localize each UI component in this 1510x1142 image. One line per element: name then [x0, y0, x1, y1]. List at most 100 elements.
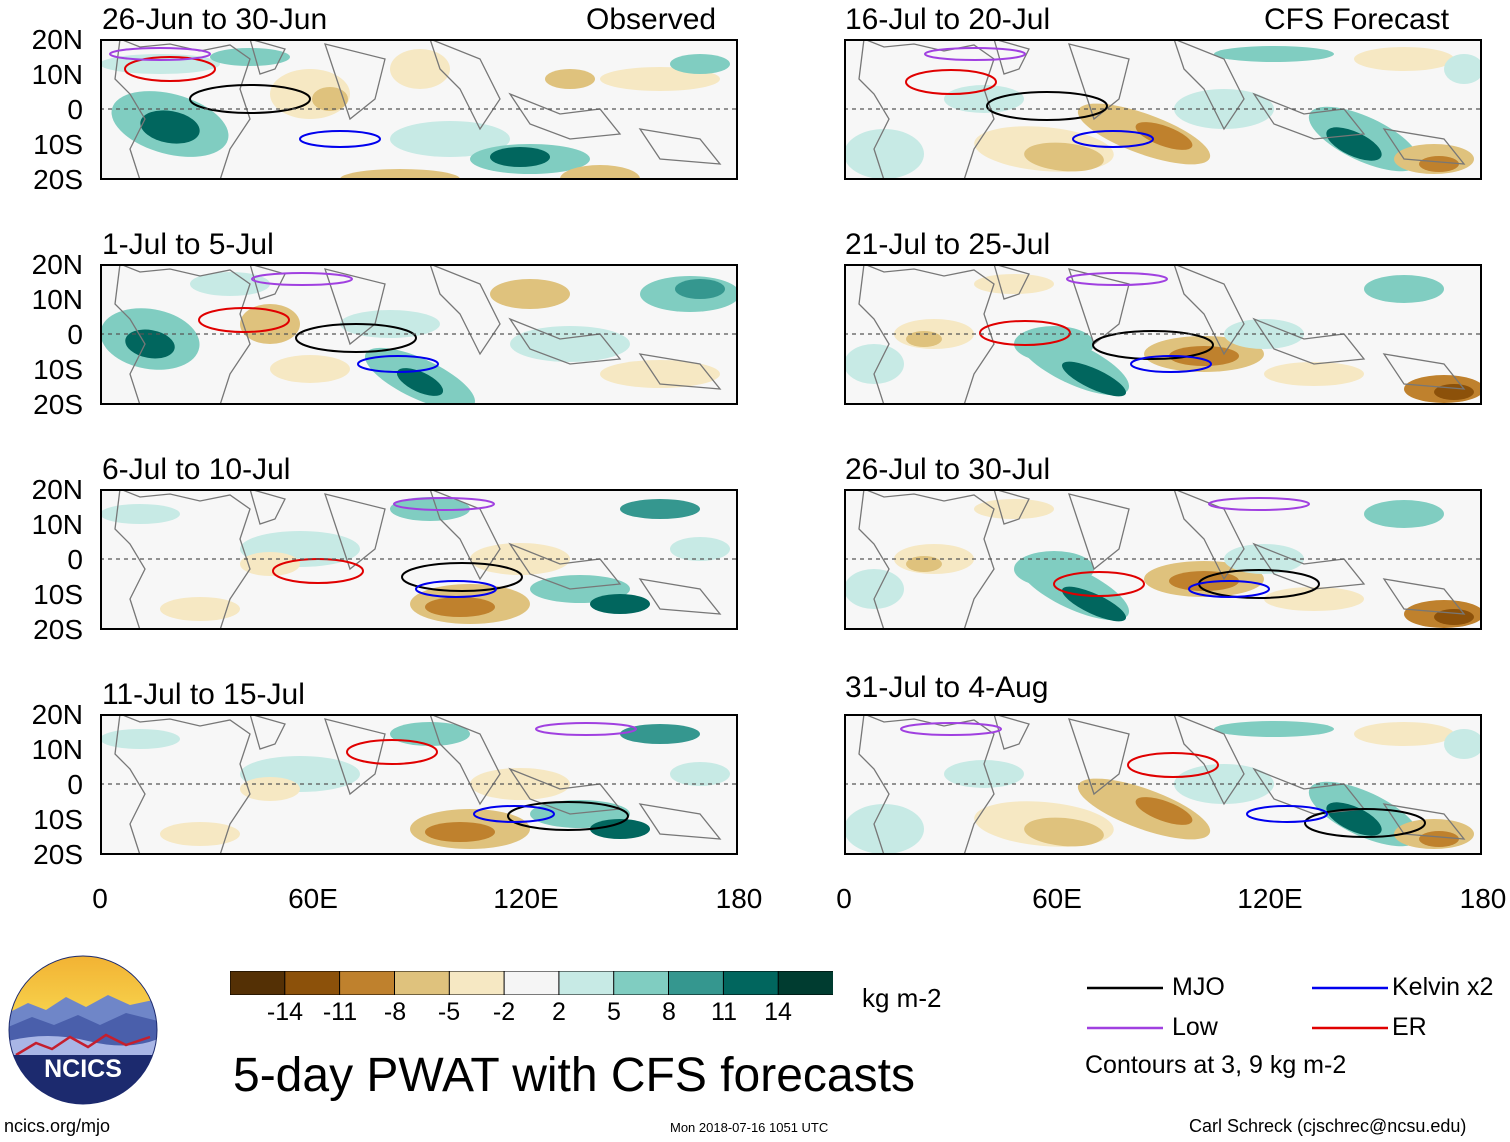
- pwat-anomaly-area: [670, 537, 730, 561]
- y-label: 10N: [31, 59, 83, 90]
- pwat-anomaly-area: [160, 597, 240, 621]
- pwat-anomaly-area: [1214, 721, 1334, 737]
- legend-label-kelvin: Kelvin x2: [1392, 973, 1494, 1001]
- y-label: 10N: [31, 284, 83, 315]
- footer-author: Carl Schreck (cjschrec@ncsu.edu): [1189, 1116, 1467, 1136]
- x-label: 180: [715, 883, 763, 914]
- wave-contour: [415, 580, 497, 598]
- colorbar-tick: -14: [266, 998, 304, 1026]
- colorbar-tick: 11: [711, 998, 737, 1026]
- map-panel: [100, 39, 738, 180]
- wave-contour: [109, 47, 211, 61]
- wave-contour: [295, 323, 417, 353]
- pwat-anomaly-area: [545, 69, 595, 89]
- x-label: 60E: [288, 883, 338, 914]
- colorbar-tick: 5: [607, 998, 621, 1026]
- colorbar-swatch: [448, 970, 506, 996]
- coastline: [1382, 803, 1466, 840]
- y-label: 10S: [33, 129, 83, 160]
- colorbar: [229, 970, 835, 996]
- colorbar-tick: -11: [322, 998, 358, 1026]
- coastline: [1382, 353, 1466, 390]
- panel-title: 26-Jun to 30-Jun: [102, 3, 328, 36]
- coastline: [1382, 578, 1466, 615]
- colorbar-units: kg m-2: [862, 983, 942, 1013]
- coastline: [638, 353, 722, 390]
- footer-url: ncics.org/mjo: [4, 1116, 111, 1136]
- y-label: 0: [67, 319, 83, 350]
- coastline: [858, 714, 995, 855]
- pwat-anomaly-area: [670, 762, 730, 786]
- x-label: 0: [836, 883, 852, 914]
- wave-contour: [1072, 130, 1154, 148]
- y-label: 10S: [33, 804, 83, 835]
- x-label: 180: [1459, 883, 1507, 914]
- coastline: [638, 803, 722, 840]
- x-label: 0: [92, 883, 108, 914]
- pwat-anomaly-area: [396, 368, 444, 396]
- pwat-anomaly-area: [670, 54, 730, 74]
- colorbar-tick: -2: [492, 998, 516, 1026]
- pwat-anomaly-area: [1444, 729, 1482, 759]
- wave-contour: [979, 320, 1071, 346]
- pwat-anomaly-area: [560, 165, 640, 180]
- coastline: [249, 489, 286, 525]
- y-label: 20S: [33, 389, 83, 420]
- y-label: 20S: [33, 614, 83, 645]
- coastline: [858, 39, 995, 180]
- coastline: [114, 714, 251, 855]
- coastline: [1252, 92, 1366, 140]
- pwat-anomaly-area: [1061, 361, 1127, 397]
- wave-contour: [299, 130, 381, 148]
- colorbar-tick: 14: [764, 998, 792, 1026]
- map-panel: [844, 489, 1482, 630]
- y-label: 10N: [31, 509, 83, 540]
- panel-frame: [844, 264, 1482, 405]
- coastline: [249, 714, 286, 750]
- y-label: 10S: [33, 354, 83, 385]
- coastline: [1173, 264, 1245, 356]
- panel-title: 16-Jul to 20-Jul: [845, 3, 1051, 36]
- pwat-anomaly-area: [1419, 156, 1459, 172]
- coastline: [1068, 493, 1130, 571]
- coastline: [993, 714, 1030, 750]
- wave-contour: [507, 801, 629, 831]
- pwat-anomaly-area: [844, 804, 924, 854]
- coastline: [324, 493, 386, 571]
- pwat-anomaly-area: [125, 329, 175, 359]
- wave-contour: [1066, 272, 1168, 286]
- coastline: [249, 39, 286, 75]
- pwat-anomaly-area: [425, 822, 495, 842]
- coastline: [508, 542, 622, 590]
- coastline: [993, 264, 1030, 300]
- panel-title: 11-Jul to 15-Jul: [102, 678, 305, 711]
- wave-contour: [251, 272, 353, 286]
- pwat-anomaly-area: [100, 729, 180, 749]
- y-label: 10S: [33, 579, 83, 610]
- coastline: [508, 317, 622, 365]
- panel-frame: [844, 39, 1482, 180]
- coastline: [1252, 542, 1366, 590]
- colorbar-swatch: [284, 970, 341, 996]
- wave-contour: [357, 355, 439, 373]
- coastline: [508, 92, 622, 140]
- pwat-anomaly-area: [312, 87, 348, 111]
- map-panel: [100, 714, 738, 855]
- coastline: [1173, 39, 1245, 131]
- pwat-anomaly-area: [1419, 831, 1459, 847]
- colorbar-tick: -5: [437, 998, 461, 1026]
- colorbar-tick: 8: [662, 998, 676, 1026]
- logo-text: NCICS: [44, 1055, 122, 1083]
- wave-contour: [1188, 580, 1270, 598]
- map-panel: [844, 714, 1482, 855]
- colorbar-swatch: [668, 970, 725, 996]
- pwat-anomaly-area: [340, 310, 440, 338]
- coastline: [1252, 317, 1366, 365]
- pwat-anomaly-area: [210, 48, 290, 66]
- colorbar-swatch: [394, 970, 451, 996]
- y-label: 0: [67, 544, 83, 575]
- panel-frame: [100, 264, 738, 405]
- pwat-anomaly-area: [1135, 797, 1193, 825]
- colorbar-tick: 2: [552, 998, 566, 1026]
- y-label: 0: [67, 94, 83, 125]
